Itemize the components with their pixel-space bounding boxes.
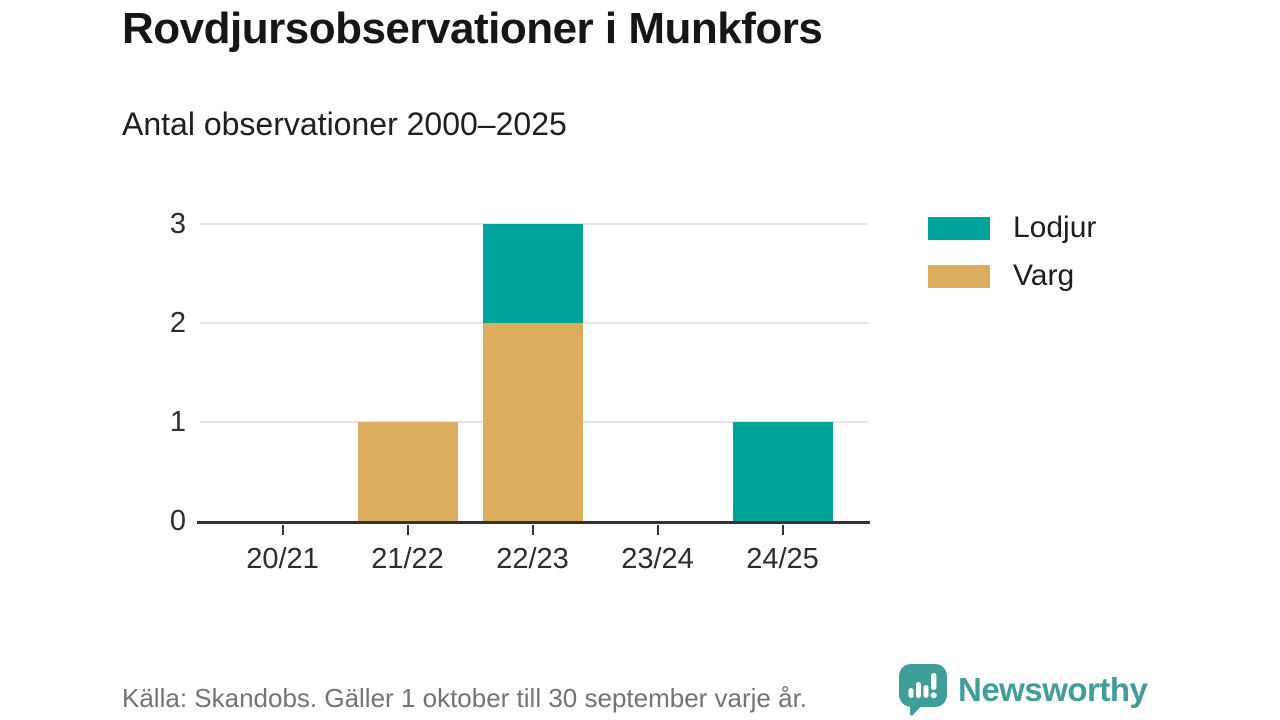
legend: Lodjur Varg [928,211,1096,307]
x-tick-label: 22/23 [496,543,569,575]
brand-name: Newsworthy [958,670,1148,708]
source-note: Källa: Skandobs. Gäller 1 oktober till 3… [122,683,808,713]
newsworthy-icon [899,664,947,716]
chart-subtitle: Antal observationer 2000–2025 [122,106,567,142]
x-tick [781,525,784,535]
y-tick-label-3: 3 [169,208,186,240]
x-tick-label: 20/21 [246,543,319,575]
legend-item-lodjur: Lodjur [928,211,1096,245]
x-tick-label: 21/22 [371,543,444,575]
x-axis-line [197,521,870,524]
legend-swatch-varg [928,264,990,288]
x-tick-label: 23/24 [621,543,694,575]
legend-label: Varg [1013,259,1075,292]
plot-area: 0 1 2 3 20/21 21/22 22/23 23/24 24/25 [170,208,870,575]
y-tick-label-0: 0 [169,505,186,537]
legend-swatch-lodjur [928,216,990,240]
bar-segment-varg [482,323,583,521]
x-tick [656,525,659,535]
x-tick [531,525,534,535]
x-tick-label: 24/25 [746,543,819,575]
chart-title: Rovdjursobservationer i Munkfors [122,4,823,53]
x-tick [281,525,284,535]
bar-segment-varg [357,422,458,521]
y-tick-label-1: 1 [169,406,186,438]
bar-segment-lodjur [732,422,833,521]
x-tick [406,525,409,535]
legend-label: Lodjur [1013,211,1097,244]
legend-item-varg: Varg [928,259,1096,293]
bar-segment-lodjur [482,224,583,323]
newsworthy-logo: Newsworthy [898,663,1148,716]
y-tick-label-2: 2 [169,307,186,339]
